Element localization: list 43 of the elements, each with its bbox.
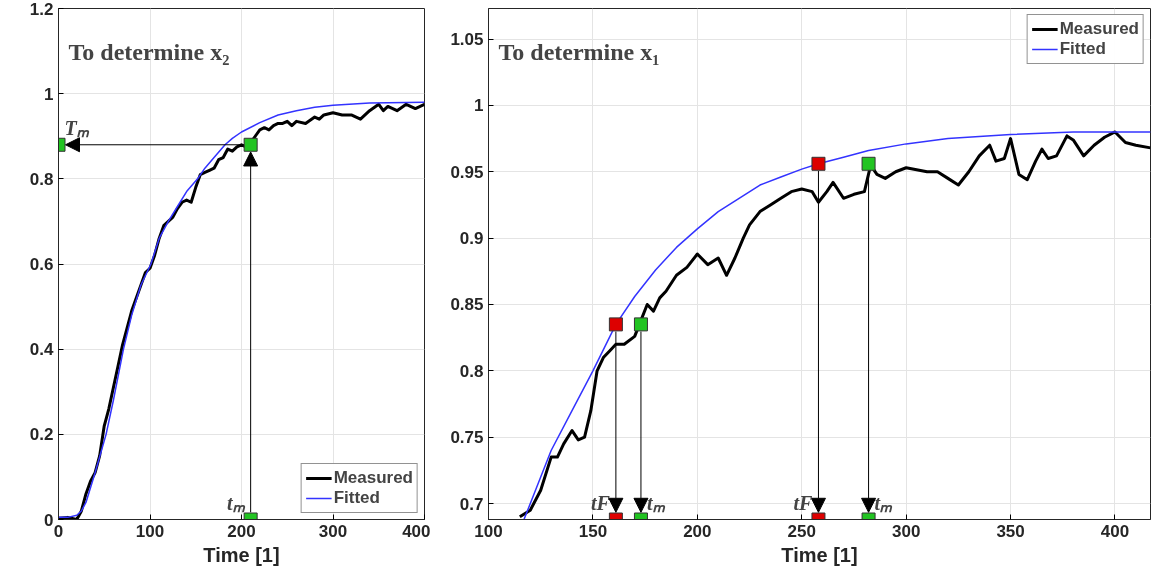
x-tick-label: 400: [402, 521, 431, 541]
x-tick-label: 150: [578, 521, 608, 541]
annotation: tF: [793, 491, 814, 514]
y-tick-label: 0.2: [29, 425, 54, 445]
point: [811, 156, 826, 171]
point: [861, 156, 876, 171]
y-tick-label: 0.6: [29, 255, 54, 274]
legend-label: Measured: [333, 468, 413, 488]
x-axis-title: Time [1]: [203, 543, 280, 566]
x-tick-label: 350: [996, 521, 1025, 541]
x-axis-title: Time [1]: [781, 543, 858, 566]
annotation: tF: [590, 491, 611, 514]
x-tick-label: 100: [135, 521, 165, 541]
y-tick-label: 0.4: [29, 340, 55, 360]
point: [608, 317, 623, 332]
y-tick-label: 0.7: [459, 494, 484, 514]
y-tick-label: 0.8: [29, 169, 54, 189]
y-tick-label: 0.95: [450, 162, 484, 182]
x-tick-label: 300: [318, 521, 348, 541]
y-tick-label: 1: [44, 84, 54, 104]
x-tick-label: 100: [474, 521, 503, 541]
y-tick-label: 1: [474, 96, 484, 116]
legend-label: Fitted: [1059, 39, 1106, 59]
y-tick-label: 0.9: [459, 229, 484, 249]
y-tick-label: 1.2: [29, 0, 54, 19]
x-tick-label: 250: [787, 521, 816, 541]
annotation: tₘ: [227, 491, 246, 514]
text: To determine x₁: [498, 38, 660, 65]
text: To determine x₂: [68, 38, 230, 65]
x-tick-label: 200: [227, 521, 256, 541]
annotation: tₘ: [874, 491, 894, 514]
x-tick-label: 200: [683, 521, 712, 541]
annotation: Tₘ: [64, 116, 90, 139]
point: [633, 317, 648, 332]
y-tick-label: 1.05: [450, 30, 484, 50]
y-tick-label: 0.85: [450, 295, 484, 315]
legend-label: Measured: [1059, 19, 1139, 39]
legend-label: Fitted: [333, 488, 380, 508]
x-tick-label: 400: [1100, 521, 1130, 541]
annotation: tₘ: [646, 491, 666, 514]
x-tick-label: 300: [891, 521, 921, 541]
y-tick-label: 0.8: [459, 361, 484, 381]
y-tick-label: 0.75: [450, 428, 484, 448]
